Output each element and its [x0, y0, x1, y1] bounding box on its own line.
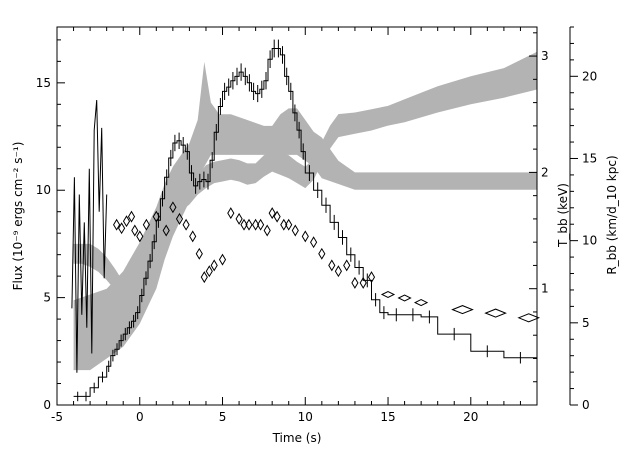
radius-diamond	[380, 290, 396, 299]
y2-axis-title: T_bb (keV)	[556, 183, 570, 248]
radius-diamond	[451, 305, 474, 315]
radius-diamond	[162, 224, 170, 237]
radius-diamond	[136, 230, 144, 243]
radius-diamond	[301, 230, 309, 243]
radius-diamond	[263, 224, 271, 237]
x-tick-label: 5	[219, 410, 227, 424]
radius-band	[73, 51, 537, 302]
radius-diamond	[343, 259, 351, 272]
radius-diamond	[351, 276, 359, 289]
flux-histogram	[73, 48, 537, 397]
y2-tick-label: 2	[541, 165, 549, 179]
radius-diamond	[175, 212, 184, 225]
flux-lines	[71, 39, 537, 402]
radius-diamond	[189, 230, 197, 243]
radius-diamond	[328, 259, 336, 272]
plot-frame	[56, 26, 538, 406]
y3-tick-label: 5	[582, 316, 590, 330]
x-axis-title: Time (s)	[272, 431, 322, 445]
y3-axis-title: R_bb (km/d_10 kpc)	[605, 155, 619, 274]
radius-diamond	[122, 215, 131, 228]
radius-diamond	[280, 218, 288, 231]
radius-diamond	[334, 265, 342, 278]
radius-diamond	[195, 247, 203, 260]
radius-diamond	[142, 218, 150, 231]
y-tick-label: 15	[36, 76, 51, 90]
radius-diamond	[517, 313, 541, 323]
x-tick-label: 10	[298, 410, 313, 424]
radius-diamond	[484, 308, 507, 318]
flux-early-variability-line	[71, 99, 108, 373]
radius-diamond	[245, 218, 253, 231]
radius-diamond	[118, 222, 126, 235]
radius-diamond	[127, 210, 136, 223]
radius-diamond	[413, 299, 429, 307]
radius-diamond	[310, 236, 318, 249]
radius-diamond	[359, 276, 367, 289]
radius-diamond	[227, 207, 235, 220]
x-tick-label: 15	[380, 410, 395, 424]
radius-diamond	[205, 265, 213, 278]
y3-tick-label: 15	[582, 151, 597, 165]
radius-diamond	[268, 207, 276, 220]
temperature-band	[73, 61, 537, 371]
y2-tick-label: 1	[541, 282, 549, 296]
y-tick-label: 5	[43, 291, 51, 305]
y3-tick-label: 10	[582, 234, 597, 248]
x-tick-label: 20	[463, 410, 478, 424]
x-tick-label: -5	[51, 410, 63, 424]
radius-diamond	[273, 210, 281, 223]
x-tick-label: 0	[136, 410, 144, 424]
radius-diamond	[397, 294, 412, 302]
radius-diamond	[291, 224, 299, 237]
diamond-markers	[113, 201, 541, 323]
radius-diamond	[252, 218, 260, 231]
y-tick-label: 0	[43, 398, 51, 412]
y-axis-title: Flux (10⁻⁹ ergs cm⁻² s⁻¹)	[11, 142, 25, 291]
radius-diamond	[285, 218, 293, 231]
radius-diamond	[218, 253, 227, 266]
y3-tick-label: 0	[582, 398, 590, 412]
radius-diamond	[210, 259, 218, 272]
radius-diamond	[131, 224, 139, 237]
radius-diamond	[152, 210, 160, 223]
radius-diamond	[318, 247, 326, 260]
radius-diamond	[200, 271, 208, 284]
shaded-bands	[73, 51, 537, 371]
radius-diamond	[182, 218, 190, 231]
radius-diamond	[257, 218, 265, 231]
radius-diamond	[235, 212, 243, 225]
radius-diamond	[169, 201, 177, 214]
y-tick-label: 10	[36, 183, 51, 197]
radius-diamond	[113, 218, 121, 231]
y3-tick-label: 20	[582, 69, 597, 83]
radius-diamond	[367, 271, 376, 284]
y2-tick-label: 3	[541, 49, 549, 63]
radius-diamond	[240, 218, 248, 231]
